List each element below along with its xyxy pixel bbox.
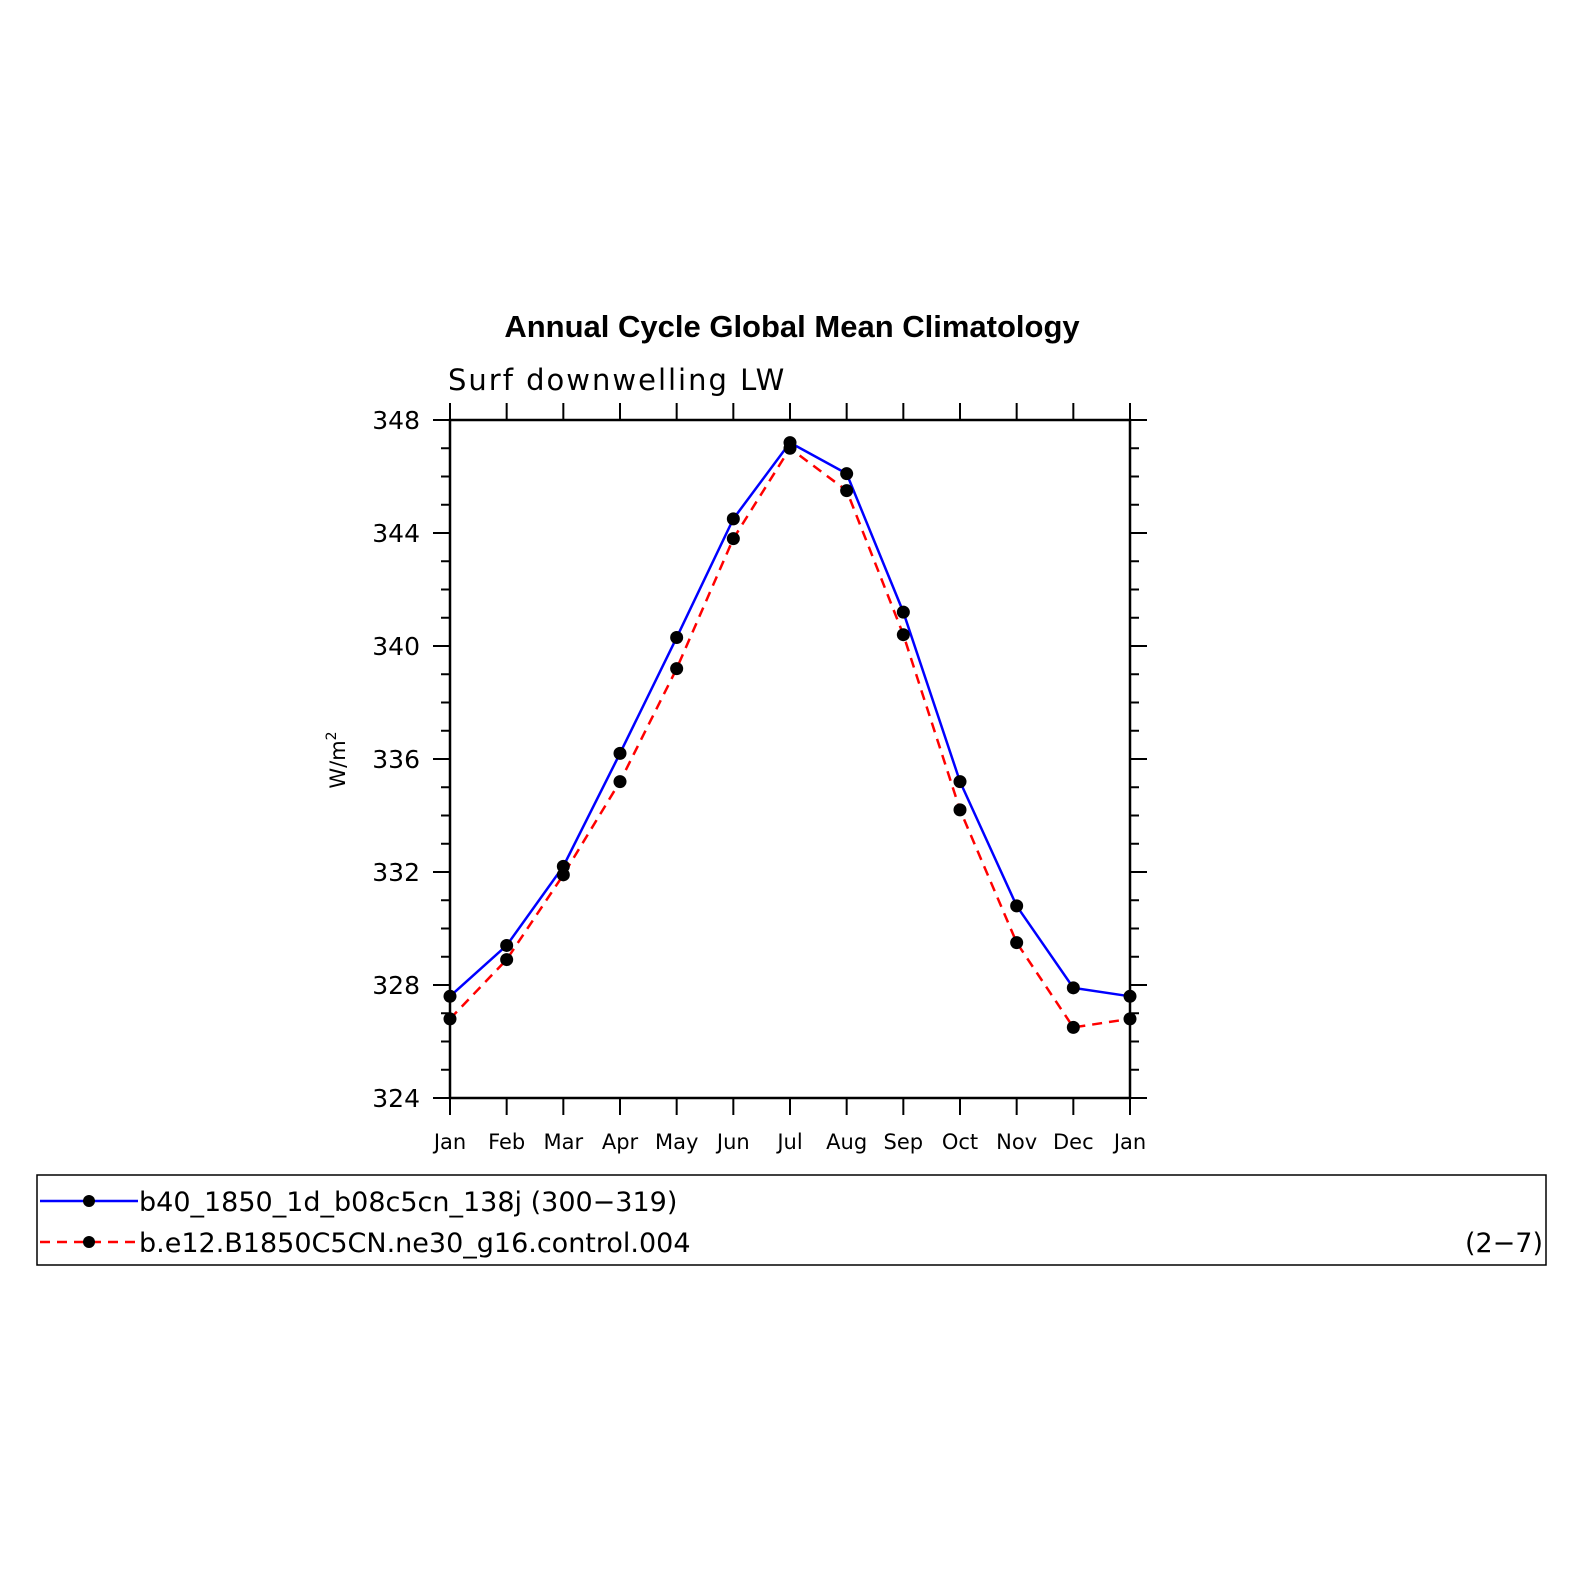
y-tick-labels: 324 328 332 336 340 344 348 <box>372 406 420 1113</box>
series-2-point <box>1066 1020 1080 1034</box>
series-1-point <box>1123 989 1137 1003</box>
series-2-point <box>556 868 570 882</box>
series-2-point <box>840 484 854 498</box>
x-tick-label: Jul <box>775 1130 802 1154</box>
x-tick-label: Oct <box>942 1130 978 1154</box>
series-line-1 <box>449 440 1131 998</box>
series-2-point <box>896 628 910 642</box>
series-2-point <box>953 803 967 817</box>
legend-box <box>36 1174 1547 1266</box>
svg-text:W/m2: W/m2 <box>324 731 350 788</box>
x-tick-label: Jan <box>1112 1130 1146 1154</box>
legend-label-series-2: b.e12.B1850C5CN.ne30_g16.control.004 <box>139 1228 691 1259</box>
legend-marker-series-2 <box>83 1236 95 1248</box>
axis-ticks <box>433 403 1147 1115</box>
y-tick-label: 324 <box>372 1084 420 1113</box>
series-1-point <box>443 989 457 1003</box>
x-tick-labels: Jan Feb Mar Apr May Jun Jul Aug Sep Oct Nov Dec Jan <box>432 1130 1146 1154</box>
series-2-point <box>783 441 797 455</box>
legend-marker-series-1 <box>83 1195 95 1207</box>
series-1-point <box>1010 899 1024 913</box>
x-tick-label: Jan <box>432 1130 466 1154</box>
chart-subtitle: Surf downwelling LW <box>448 363 786 397</box>
x-tick-label: Apr <box>602 1130 639 1154</box>
series-1-point <box>500 938 514 952</box>
x-tick-label: Sep <box>884 1130 924 1154</box>
series-1-point <box>840 467 854 481</box>
x-tick-label: Mar <box>544 1130 584 1154</box>
series-2-point <box>613 775 627 789</box>
series-1-point <box>613 746 627 760</box>
series-1-point <box>1066 981 1080 995</box>
x-tick-label: Dec <box>1053 1130 1094 1154</box>
series-line-2 <box>449 446 1131 1029</box>
series-2-point <box>443 1012 457 1026</box>
x-tick-label: Feb <box>488 1130 525 1154</box>
y-tick-label: 328 <box>372 971 420 1000</box>
legend-note: (2−7) <box>1465 1228 1543 1259</box>
x-tick-label: May <box>655 1130 698 1154</box>
x-tick-label: Aug <box>826 1130 867 1154</box>
series-1-point <box>953 775 967 789</box>
series-1-point <box>726 512 740 526</box>
series-2-point <box>500 953 514 967</box>
y-tick-label: 332 <box>372 858 420 887</box>
series-2-point <box>1123 1012 1137 1026</box>
y-tick-label: 340 <box>372 632 420 661</box>
y-axis-title: W/m2 <box>324 731 350 788</box>
chart-title: Annual Cycle Global Mean Climatology <box>504 309 1080 344</box>
y-tick-label: 336 <box>372 745 420 774</box>
series-1-point <box>896 605 910 619</box>
series-2-point <box>1010 936 1024 950</box>
series-2-point <box>670 662 684 676</box>
plot-frame <box>448 418 1132 1100</box>
series-2-point <box>726 532 740 546</box>
y-axis-label-superscript: 2 <box>324 731 340 740</box>
series-1-point <box>670 631 684 645</box>
legend-label-series-1: b40_1850_1d_b08c5cn_138j (300−319) <box>139 1187 677 1218</box>
x-tick-label: Jun <box>715 1130 750 1154</box>
y-tick-label: 348 <box>372 406 420 435</box>
y-axis-label: W/m <box>326 740 350 788</box>
x-tick-label: Nov <box>996 1130 1037 1154</box>
legend: b40_1850_1d_b08c5cn_138j (300−319) b.e12… <box>36 1174 1547 1266</box>
series-layer <box>443 436 1137 1034</box>
y-tick-label: 344 <box>372 519 420 548</box>
